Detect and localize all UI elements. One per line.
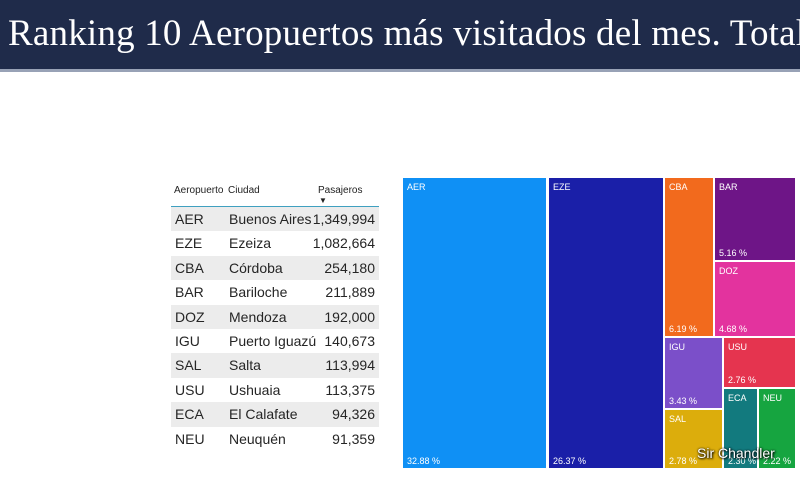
treemap-tile-eze[interactable] — [549, 178, 663, 468]
treemap-percent-label: 4.68 % — [719, 324, 747, 334]
table-row[interactable]: EZE Ezeiza 1,082,664 — [171, 231, 379, 255]
table-row[interactable]: SAL Salta 113,994 — [171, 353, 379, 378]
title-bar: Ranking 10 Aeropuertos más visitados del… — [0, 0, 800, 72]
treemap-label: AER — [407, 182, 426, 192]
airport-code-cell: IGU — [175, 332, 200, 349]
passengers-cell: 91,359 — [332, 430, 375, 447]
treemap-chart: AER 32.88 % EZE 26.37 % CBA 6.19 % BAR 5.16 % DO… — [403, 178, 795, 468]
table-row[interactable]: CBA Córdoba 254,180 — [171, 255, 379, 281]
treemap-percent-label: 32.88 % — [407, 456, 440, 466]
column-header-ciudad[interactable]: Ciudad — [228, 185, 260, 196]
treemap-label: NEU — [763, 393, 782, 403]
passengers-cell: 211,889 — [325, 284, 375, 301]
city-cell: Buenos Aires — [229, 211, 312, 227]
passengers-cell: 140,673 — [324, 332, 375, 349]
treemap-percent-label: 2.22 % — [763, 456, 791, 466]
watermark: Sir Chandler — [697, 445, 775, 461]
treemap-label: USU — [728, 342, 747, 352]
airport-code-cell: AER — [175, 211, 204, 227]
table-row[interactable]: DOZ Mendoza 192,000 — [171, 304, 379, 329]
passengers-cell: 113,994 — [325, 357, 375, 374]
table-row[interactable]: IGU Puerto Iguazú 140,673 — [171, 329, 379, 353]
treemap-percent-label: 5.16 % — [719, 248, 747, 258]
treemap-tile-usu[interactable] — [724, 338, 795, 387]
treemap-label: SAL — [669, 414, 686, 424]
treemap-tile-neu[interactable] — [759, 389, 795, 468]
airport-code-cell: USU — [175, 381, 205, 398]
treemap-percent-label: 26.37 % — [553, 456, 586, 466]
treemap-label: CBA — [669, 182, 688, 192]
treemap-percent-label: 3.43 % — [669, 396, 697, 406]
table-row[interactable]: BAR Bariloche 211,889 — [171, 280, 379, 304]
treemap-percent-label: 2.76 % — [728, 375, 756, 385]
treemap-tile-doz[interactable] — [715, 262, 795, 336]
passengers-cell: 1,082,664 — [312, 235, 375, 252]
airport-table: Aeropuerto Ciudad Pasajeros ▼ AER Buenos … — [171, 180, 379, 451]
airport-code-cell: SAL — [175, 357, 202, 374]
page-title: Ranking 10 Aeropuertos más visitados del… — [8, 13, 800, 54]
passengers-cell: 254,180 — [324, 259, 375, 276]
city-cell: Puerto Iguazú — [229, 332, 317, 349]
city-cell: Salta — [229, 357, 261, 374]
treemap-percent-label: 2.78 % — [669, 456, 697, 466]
treemap-tile-eca[interactable] — [724, 389, 757, 468]
treemap-tile-cba[interactable] — [665, 178, 713, 336]
table-row[interactable]: AER Buenos Aires 1,349,994 — [171, 207, 379, 232]
treemap-tile-aer[interactable] — [403, 178, 546, 468]
passengers-cell: 192,000 — [324, 308, 375, 325]
treemap-label: DOZ — [719, 266, 739, 276]
treemap-percent-label: 2.30 % — [728, 456, 756, 466]
city-cell: Mendoza — [229, 308, 287, 325]
city-cell: Ezeiza — [229, 235, 272, 252]
airport-code-cell: DOZ — [175, 308, 205, 325]
sort-descending-icon[interactable]: ▼ — [319, 196, 327, 205]
airport-code-cell: NEU — [175, 430, 205, 447]
treemap-label: BAR — [719, 182, 738, 192]
city-cell: Neuquén — [229, 430, 286, 447]
table-row[interactable]: USU Ushuaia 113,375 — [171, 378, 379, 402]
city-cell: Córdoba — [229, 259, 283, 276]
airport-code-cell: BAR — [175, 284, 204, 301]
treemap-tile-sal[interactable] — [665, 410, 722, 468]
airport-code-cell: EZE — [175, 235, 203, 252]
column-header-pasajeros[interactable]: Pasajeros — [318, 185, 363, 196]
table-header: Aeropuerto Ciudad Pasajeros ▼ — [171, 180, 379, 207]
treemap-label: ECA — [728, 393, 747, 403]
city-cell: Bariloche — [229, 284, 288, 301]
passengers-cell: 113,375 — [325, 381, 375, 398]
table-row[interactable]: NEU Neuquén 91,359 — [171, 427, 379, 451]
table-row[interactable]: ECA El Calafate 94,326 — [171, 402, 379, 427]
passengers-cell: 94,326 — [332, 406, 375, 423]
treemap-label: EZE — [553, 182, 571, 192]
treemap-percent-label: 6.19 % — [669, 324, 697, 334]
city-cell: Ushuaia — [229, 381, 281, 398]
table-body: AER Buenos Aires 1,349,994 EZE Ezeiza 1,082,6… — [171, 207, 379, 451]
treemap-tile-bar[interactable] — [715, 178, 795, 260]
treemap-label: IGU — [669, 342, 685, 352]
treemap-tile-igu[interactable] — [665, 338, 722, 408]
city-cell: El Calafate — [229, 406, 298, 423]
passengers-cell: 1,349,994 — [312, 211, 375, 227]
airport-code-cell: CBA — [175, 259, 204, 276]
column-header-aeropuerto[interactable]: Aeropuerto — [174, 185, 224, 196]
airport-code-cell: ECA — [175, 406, 204, 423]
